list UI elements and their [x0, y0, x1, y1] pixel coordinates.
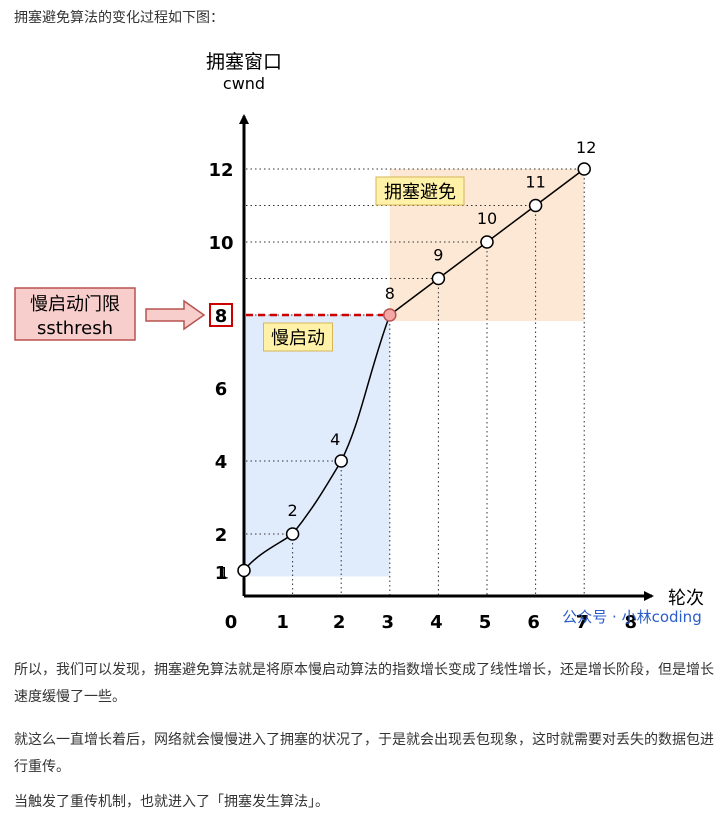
ssthresh-label: 慢启动门限	[30, 294, 120, 315]
congestion-avoidance-region-label-box	[375, 176, 465, 206]
point-label-4: 9	[433, 246, 443, 265]
congestion-avoidance-region-label: 拥塞避免	[384, 182, 456, 203]
slow-start-region-label-box	[263, 322, 333, 352]
paragraph-linear-growth: 所以，我们可以发现，拥塞避免算法就是将原本慢启动算法的指数增长变成了线性增长，还…	[14, 662, 714, 705]
point-label-5: 10	[477, 209, 497, 228]
x-tick-5: 5	[479, 612, 492, 633]
y-tick-12: 12	[208, 160, 233, 181]
ssthresh-arrow	[145, 299, 206, 331]
ssthresh-tick-box	[209, 303, 233, 327]
point-label-7: 12	[576, 138, 596, 157]
x-tick-1: 1	[276, 612, 289, 633]
point-label-6: 11	[525, 173, 545, 192]
slow-start-region-label: 慢启动	[271, 328, 325, 349]
y-tick-6: 6	[215, 379, 228, 400]
x-tick-2: 2	[333, 612, 346, 633]
point-label-0: 1	[219, 564, 229, 583]
ssthresh-sublabel: ssthresh	[37, 318, 113, 339]
x-tick-3: 3	[382, 612, 395, 633]
x-tick-6: 6	[527, 612, 540, 633]
y-tick-2: 2	[215, 525, 228, 546]
heading: 拥塞避免算法的变化过程如下图：	[14, 10, 224, 26]
point-1	[285, 527, 300, 541]
point-4	[431, 271, 446, 286]
watermark: 公众号 · 小林coding	[562, 608, 701, 626]
point-5	[480, 235, 494, 249]
point-6	[528, 198, 543, 213]
paragraph-retransmit: 当触发了重传机制，也就进入了「拥塞发生算法」。	[14, 794, 329, 810]
paragraph-congestion: 就这么一直增长着后，网络就会慢慢进入了拥塞的状况了，于是就会出现丢包现象，这时就…	[14, 732, 714, 775]
point-7	[577, 162, 591, 176]
x-axis-title: 轮次	[668, 588, 704, 609]
y-tick-8: 8	[215, 306, 228, 327]
point-label-2: 4	[330, 430, 340, 449]
y-axis-subtitle: cwnd	[223, 74, 265, 93]
slow-start-region	[244, 315, 390, 577]
y-axis-title: 拥塞窗口	[206, 51, 282, 73]
x-tick-4: 4	[430, 612, 443, 633]
point-2	[334, 454, 348, 468]
y-tick-4: 4	[215, 452, 228, 473]
x-tick-0: 0	[225, 612, 238, 633]
x-tick-8: 8	[625, 612, 638, 633]
y-tick-1: 1	[215, 563, 228, 584]
ssthresh-label-box	[14, 287, 136, 341]
point-0	[237, 563, 251, 578]
point-3	[383, 308, 397, 322]
y-tick-10: 10	[208, 233, 233, 254]
x-tick-7: 7	[576, 612, 589, 633]
point-label-3: 8	[385, 284, 395, 303]
point-label-1: 2	[288, 501, 298, 520]
